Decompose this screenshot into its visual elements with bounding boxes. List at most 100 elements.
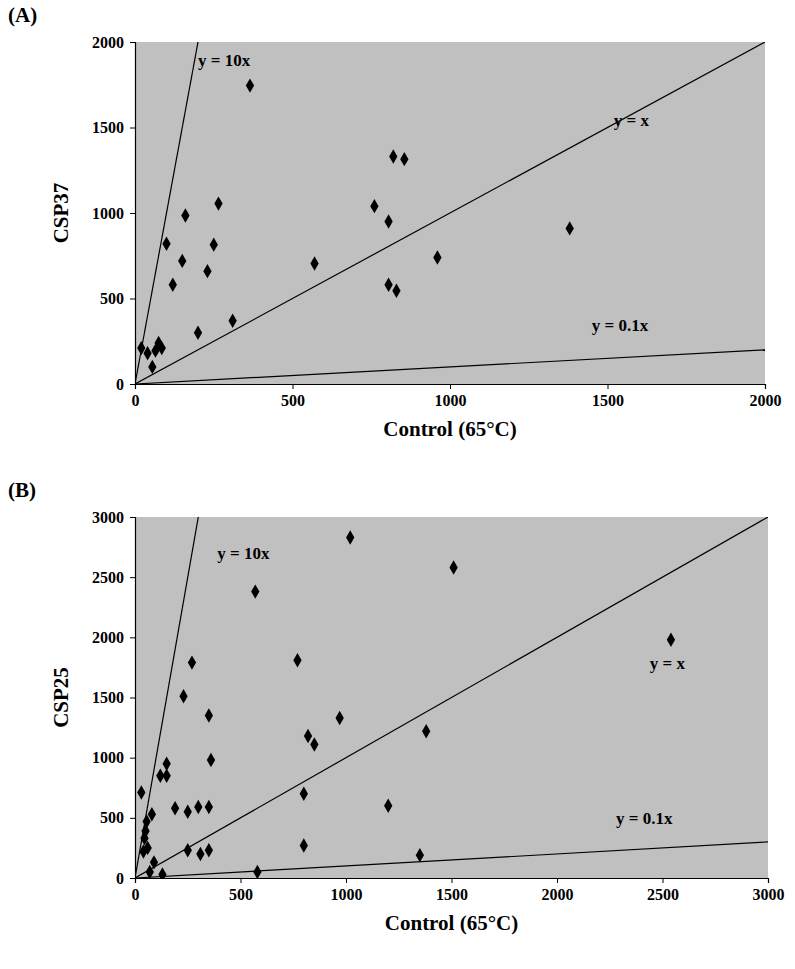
axis-line <box>136 879 769 884</box>
tick: 2000 <box>542 878 574 903</box>
tick-label: 1000 <box>331 886 363 903</box>
tick: 1500 <box>436 878 468 903</box>
tick-label: 1000 <box>92 749 124 766</box>
tick-label: 0 <box>132 392 140 409</box>
tick-mark <box>663 878 664 883</box>
tick-mark <box>241 878 242 883</box>
tick: 0 <box>116 376 135 393</box>
point <box>143 346 151 360</box>
tick-mark <box>130 818 135 819</box>
point <box>228 314 236 328</box>
point <box>188 655 196 669</box>
point <box>433 250 441 264</box>
tick: 1000 <box>331 878 363 903</box>
point <box>162 237 170 251</box>
tick-mark <box>130 577 135 578</box>
tick: 0 <box>116 870 135 887</box>
x-axis: 0500100015002000 <box>132 384 782 409</box>
point <box>300 838 308 852</box>
point <box>171 801 179 815</box>
tick-mark <box>346 878 347 883</box>
x-axis-title: Control (65°C) <box>385 911 518 935</box>
point <box>137 785 145 799</box>
point <box>293 653 301 667</box>
point <box>162 769 170 783</box>
line-label: y = x <box>650 654 686 673</box>
tick-label: 0 <box>116 870 124 887</box>
panel-letter: (A) <box>8 3 37 27</box>
line-label: y = 10x <box>198 51 251 70</box>
tick-label: 2000 <box>750 392 782 409</box>
y-axis-title: CSP37 <box>49 183 73 244</box>
tick: 0 <box>132 878 140 903</box>
plot-area <box>135 517 768 878</box>
point <box>181 208 189 222</box>
y-axis-title: CSP25 <box>49 667 73 728</box>
point <box>300 787 308 801</box>
reference-line <box>135 42 765 384</box>
axis-line <box>130 518 136 879</box>
point <box>210 237 218 251</box>
tick-label: 2500 <box>92 569 124 586</box>
point <box>179 689 187 703</box>
figure: 0 500 1000 1500 2000 0 500 1000 1500 2000 y = 10x y… <box>0 0 795 969</box>
tick-label: 1500 <box>92 119 124 136</box>
tick-mark <box>130 384 135 385</box>
point <box>310 256 318 270</box>
tick-mark <box>130 878 135 879</box>
tick: 0 <box>132 384 140 409</box>
point <box>207 753 215 767</box>
tick: 2500 <box>647 878 679 903</box>
point <box>139 844 147 858</box>
point <box>392 284 400 298</box>
tick-label: 500 <box>229 886 253 903</box>
point <box>384 278 392 292</box>
point <box>148 360 156 374</box>
tick-label: 2000 <box>92 629 124 646</box>
tick-mark <box>768 878 769 883</box>
reference-line <box>135 842 768 878</box>
point <box>194 325 202 339</box>
point <box>214 196 222 210</box>
tick: 2000 <box>92 629 135 646</box>
y-axis: 050010001500200025003000 <box>92 509 136 887</box>
tick-mark <box>293 384 294 389</box>
tick-label: 1000 <box>92 205 124 222</box>
x-axis-title: Control (65°C) <box>383 417 516 441</box>
point <box>384 214 392 228</box>
tick-label: 500 <box>281 392 305 409</box>
tick: 2500 <box>92 569 135 586</box>
tick: 3000 <box>92 509 135 526</box>
tick-label: 3000 <box>753 886 785 903</box>
point <box>304 729 312 743</box>
point <box>253 865 261 878</box>
point <box>158 341 166 355</box>
point <box>158 867 166 878</box>
point <box>205 843 213 857</box>
tick: 500 <box>281 384 305 409</box>
tick-mark <box>130 637 135 638</box>
axis-line <box>130 43 136 385</box>
point <box>151 343 159 357</box>
plot-marks <box>135 42 765 384</box>
tick-mark <box>765 384 766 389</box>
plot-area <box>135 42 765 384</box>
tick: 3000 <box>753 878 785 903</box>
tick-mark <box>557 878 558 883</box>
tick-mark <box>130 698 135 699</box>
point <box>346 530 354 544</box>
tick-mark <box>130 213 135 214</box>
tick-mark <box>130 517 135 518</box>
point <box>251 584 259 598</box>
y-axis: 0500100015002000 <box>92 34 136 393</box>
line-label: y = x <box>614 111 650 130</box>
tick-label: 2000 <box>542 886 574 903</box>
tick-label: 2500 <box>647 886 679 903</box>
tick-mark <box>130 758 135 759</box>
point <box>203 264 211 278</box>
x-axis: 0 500 1000 1500 2000 2500 3000 <box>132 878 785 903</box>
point <box>146 865 154 878</box>
point <box>400 152 408 166</box>
point <box>667 633 675 647</box>
reference-line <box>135 517 768 878</box>
